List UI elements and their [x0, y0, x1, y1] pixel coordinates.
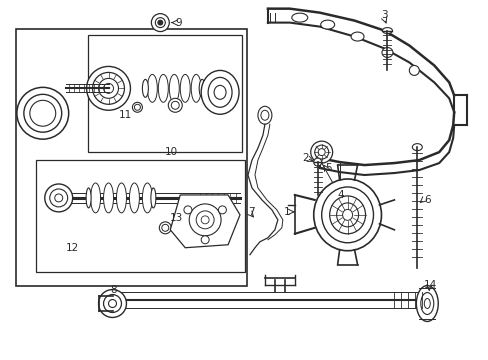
Text: 11: 11	[118, 110, 131, 120]
Text: 1: 1	[283, 207, 290, 217]
Ellipse shape	[132, 102, 142, 112]
Ellipse shape	[313, 179, 381, 251]
Text: 14: 14	[424, 280, 437, 289]
Text: 2: 2	[301, 153, 308, 163]
Ellipse shape	[350, 32, 363, 41]
Text: 10: 10	[165, 147, 178, 157]
Ellipse shape	[129, 183, 139, 213]
Text: 8: 8	[110, 284, 117, 294]
Ellipse shape	[183, 206, 191, 214]
Bar	[36, 160, 244, 272]
Text: 12: 12	[65, 243, 79, 253]
Text: 4: 4	[337, 190, 344, 200]
Ellipse shape	[381, 48, 392, 58]
Ellipse shape	[151, 14, 169, 32]
Ellipse shape	[199, 80, 205, 97]
Ellipse shape	[17, 87, 68, 139]
Ellipse shape	[158, 20, 163, 25]
Text: 3: 3	[381, 10, 387, 20]
Ellipse shape	[415, 285, 437, 321]
Text: 9: 9	[175, 18, 182, 28]
Ellipse shape	[103, 183, 113, 213]
Ellipse shape	[320, 20, 334, 29]
Ellipse shape	[191, 75, 201, 102]
Ellipse shape	[151, 188, 156, 208]
Ellipse shape	[90, 183, 101, 213]
Ellipse shape	[169, 75, 179, 102]
Ellipse shape	[310, 141, 332, 163]
Ellipse shape	[142, 80, 148, 97]
Ellipse shape	[158, 75, 168, 102]
Text: 13: 13	[170, 213, 183, 223]
Text: 7: 7	[247, 207, 254, 217]
Bar	[87, 35, 242, 152]
Ellipse shape	[218, 206, 226, 214]
Ellipse shape	[258, 106, 271, 124]
Ellipse shape	[168, 98, 182, 112]
Ellipse shape	[408, 66, 419, 75]
Ellipse shape	[382, 28, 392, 33]
Ellipse shape	[147, 75, 157, 102]
Ellipse shape	[45, 184, 73, 212]
Bar	[16, 28, 246, 285]
Ellipse shape	[142, 183, 152, 213]
Ellipse shape	[116, 183, 126, 213]
Ellipse shape	[201, 236, 209, 244]
Ellipse shape	[291, 13, 307, 22]
Ellipse shape	[86, 67, 130, 110]
Ellipse shape	[180, 75, 190, 102]
Polygon shape	[170, 195, 240, 248]
Text: 5: 5	[325, 163, 332, 173]
Ellipse shape	[86, 188, 91, 208]
Ellipse shape	[313, 158, 321, 166]
Ellipse shape	[159, 222, 171, 234]
Ellipse shape	[99, 289, 126, 318]
Text: 6: 6	[424, 195, 430, 205]
Ellipse shape	[411, 144, 422, 150]
Ellipse shape	[201, 71, 239, 114]
